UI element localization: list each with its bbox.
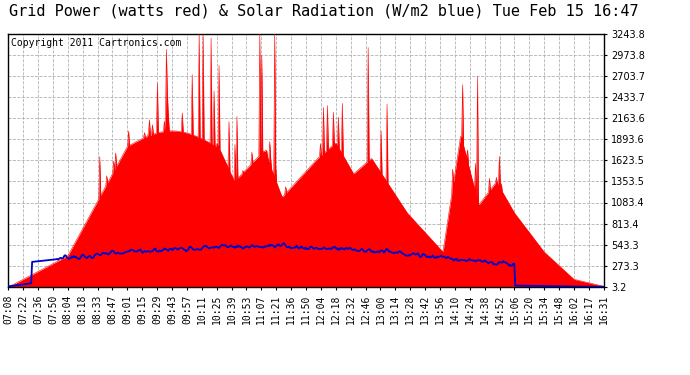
Text: Grid Power (watts red) & Solar Radiation (W/m2 blue) Tue Feb 15 16:47: Grid Power (watts red) & Solar Radiation… — [10, 4, 639, 19]
Text: Copyright 2011 Cartronics.com: Copyright 2011 Cartronics.com — [11, 38, 181, 48]
